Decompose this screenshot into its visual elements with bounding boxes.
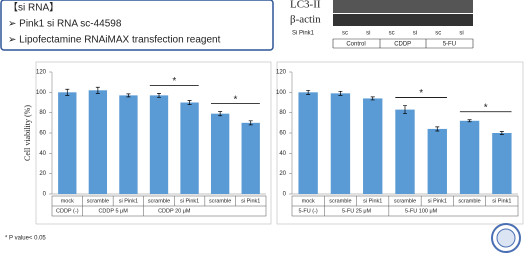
bar — [242, 123, 260, 194]
lane-group: 5-FU — [443, 42, 456, 48]
row-label: Si Pink1 — [292, 31, 315, 37]
group-label: 5-FU 100 μM — [405, 208, 438, 214]
y-tick-label: 100 — [36, 90, 47, 96]
x-tick-label: mock — [61, 198, 74, 204]
x-tick-label: scramble — [394, 198, 416, 204]
x-tick-label: scramble — [458, 198, 480, 204]
x-tick-label: scramble — [87, 198, 109, 204]
y-tick-label: 60 — [279, 131, 286, 137]
band-label: LC3-II — [290, 0, 321, 11]
y-tick-label: 60 — [39, 131, 46, 137]
bar — [428, 129, 447, 194]
bar — [58, 92, 76, 194]
group-label: CDDP 5 μM — [98, 208, 128, 214]
bar — [298, 92, 317, 194]
x-tick-label: scramble — [209, 198, 231, 204]
band-label: β-actin — [290, 14, 321, 26]
blot-strip — [333, 0, 473, 13]
x-tick-label: si Pink1 — [119, 198, 138, 204]
y-tick-label: 0 — [43, 192, 47, 198]
group-label: CDDP (-) — [56, 208, 79, 214]
bar — [180, 103, 198, 195]
bar — [492, 133, 511, 194]
lane-label: sc — [342, 31, 348, 37]
y-tick-label: 20 — [279, 171, 286, 177]
y-tick-label: 120 — [276, 70, 287, 76]
y-tick-label: 120 — [36, 70, 47, 76]
significance-label: * — [419, 88, 423, 99]
significance-label: * — [172, 76, 176, 87]
logo — [492, 224, 520, 252]
bar — [150, 95, 168, 194]
lane-label: si — [459, 31, 463, 37]
lane-label: sc — [435, 31, 441, 37]
group-label: CDDP 20 μM — [158, 208, 191, 214]
lane-group: Control — [346, 42, 365, 48]
y-tick-label: 40 — [279, 151, 286, 157]
y-tick-label: 40 — [39, 151, 46, 157]
protocol-item: ➢ Lipofectamine RNAiMAX transfection rea… — [8, 35, 221, 46]
y-axis-label: Cell viability (%) — [23, 105, 32, 161]
lane-label: sc — [389, 31, 395, 37]
y-tick-label: 80 — [39, 110, 46, 116]
x-tick-label: si Pink1 — [363, 198, 382, 204]
x-tick-label: scramble — [148, 198, 170, 204]
x-tick-label: mock — [302, 198, 315, 204]
lane-label: si — [366, 31, 370, 37]
protocol-title: 【si RNA】 — [8, 2, 59, 14]
x-tick-label: si Pink1 — [492, 198, 511, 204]
footnote: * P value< 0.05 — [5, 236, 46, 242]
bar — [363, 98, 382, 194]
bar — [395, 110, 414, 194]
bar — [331, 93, 350, 194]
group-label: 5-FU 25 μM — [342, 208, 372, 214]
y-tick-label: 100 — [276, 90, 287, 96]
x-tick-label: si Pink1 — [180, 198, 199, 204]
blot-strip — [333, 14, 473, 26]
figure: 【si RNA】 ➢ Pink1 si RNA sc-44598 ➢ Lipof… — [0, 0, 526, 256]
bar — [460, 121, 479, 194]
y-tick-label: 80 — [279, 110, 286, 116]
protocol-item: ➢ Pink1 si RNA sc-44598 — [8, 19, 122, 30]
significance-label: * — [484, 102, 488, 113]
lane-group: CDDP — [394, 42, 411, 48]
y-tick-label: 20 — [39, 171, 46, 177]
bar — [119, 95, 137, 194]
lane-label: si — [413, 31, 417, 37]
bar — [211, 114, 229, 194]
group-label: 5-FU (-) — [299, 208, 318, 214]
x-tick-label: si Pink1 — [241, 198, 260, 204]
significance-label: * — [233, 94, 237, 105]
x-tick-label: scramble — [329, 198, 351, 204]
x-tick-label: si Pink1 — [428, 198, 447, 204]
bar — [89, 90, 107, 194]
y-tick-label: 0 — [283, 192, 287, 198]
